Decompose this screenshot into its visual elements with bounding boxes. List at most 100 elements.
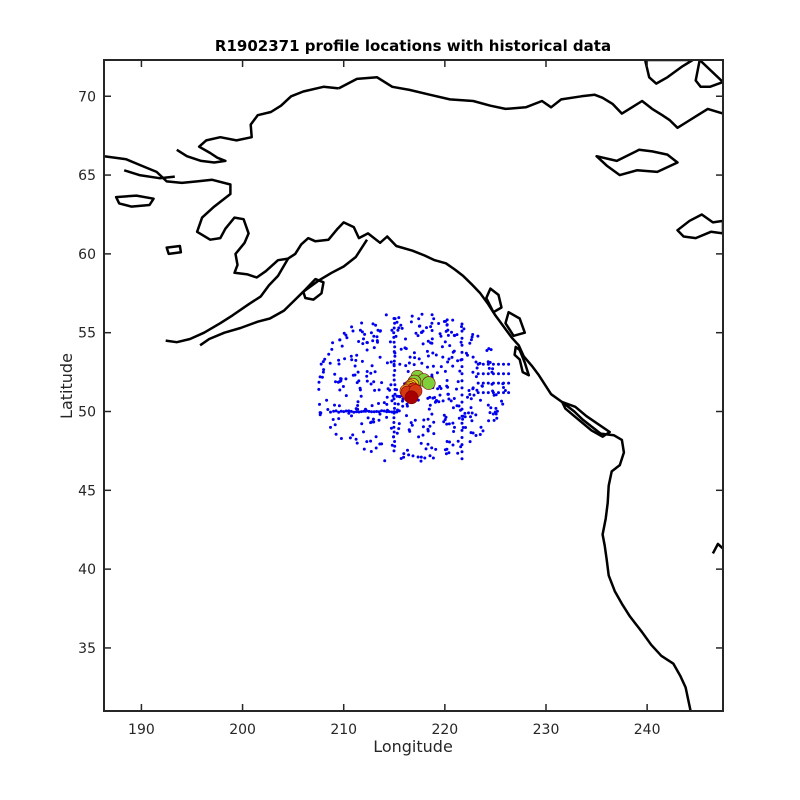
historical-point (353, 364, 357, 368)
historical-point (430, 373, 434, 377)
historical-point (399, 457, 403, 460)
historical-point (393, 387, 397, 391)
historical-point (402, 452, 406, 456)
historical-point (355, 441, 359, 445)
historical-point (326, 408, 330, 411)
historical-point (365, 341, 369, 345)
historical-point (385, 410, 389, 414)
historical-point (373, 370, 377, 374)
historical-point (502, 372, 505, 376)
historical-point (393, 440, 397, 443)
historical-point (397, 422, 401, 426)
historical-point (434, 399, 438, 403)
historical-point (392, 416, 396, 420)
x-tick-label: 190 (128, 722, 155, 738)
historical-point (407, 361, 411, 365)
historical-point (392, 326, 396, 330)
historical-point (486, 372, 490, 376)
historical-point (470, 335, 474, 339)
historical-point (371, 417, 375, 421)
historical-point (432, 420, 436, 424)
historical-point (338, 338, 342, 342)
historical-point (358, 328, 362, 332)
historical-point (360, 321, 364, 325)
historical-point (489, 348, 493, 352)
x-tick-label: 220 (431, 722, 458, 738)
historical-point (431, 351, 435, 355)
historical-point (451, 364, 455, 368)
historical-point (339, 379, 343, 383)
historical-point (385, 402, 389, 406)
historical-point (380, 409, 384, 413)
historical-point (418, 324, 422, 328)
historical-point (369, 421, 373, 425)
historical-point (491, 372, 495, 376)
historical-point (331, 418, 335, 421)
historical-point (361, 342, 365, 346)
coastline-alaska-peninsula (165, 257, 290, 344)
historical-point (403, 346, 407, 350)
historical-point (387, 410, 391, 414)
historical-point (426, 365, 429, 369)
axis-ticks: 190 200 210 220 230 240 35 40 45 50 55 60 65 70 (78, 60, 723, 738)
historical-point (352, 410, 356, 414)
historical-point (344, 377, 348, 381)
historical-point (444, 319, 448, 323)
historical-point (457, 416, 461, 420)
historical-point (460, 329, 464, 333)
historical-point (445, 384, 449, 388)
historical-point (385, 395, 389, 399)
historical-point (475, 366, 479, 370)
historical-point (476, 362, 480, 366)
historical-point (434, 447, 438, 451)
historical-point (428, 454, 432, 458)
historical-point (371, 339, 375, 343)
historical-point (365, 379, 369, 383)
historical-point (448, 440, 451, 444)
historical-point (476, 372, 480, 376)
y-tick-label: 40 (78, 562, 96, 578)
historical-point (456, 359, 460, 363)
historical-point (437, 400, 441, 404)
historical-point (460, 400, 464, 404)
historical-point (408, 429, 412, 433)
historical-point (397, 326, 401, 330)
historical-point (448, 344, 452, 348)
profile-locations-layer (399, 369, 436, 405)
historical-point (466, 353, 469, 357)
historical-point (390, 328, 394, 332)
historical-point (476, 391, 480, 395)
historical-point (359, 394, 363, 398)
coastline-alaska-yukon-mainland (104, 154, 692, 711)
historical-point (356, 407, 360, 411)
historical-point (318, 402, 321, 406)
historical-point (486, 391, 490, 395)
historical-point (451, 421, 455, 425)
historical-point (460, 393, 464, 397)
historical-point (464, 426, 467, 429)
historical-point (365, 374, 369, 378)
historical-point (443, 418, 447, 422)
historical-point (460, 386, 464, 390)
historical-point (443, 340, 447, 344)
historical-point (420, 312, 424, 316)
historical-point (444, 452, 448, 456)
historical-point (366, 416, 370, 420)
x-tick-label: 200 (229, 722, 256, 738)
historical-point (392, 350, 396, 354)
historical-point (430, 337, 434, 341)
historical-point (461, 426, 465, 429)
historical-point (447, 422, 451, 426)
historical-point (382, 401, 386, 405)
y-tick-label: 65 (78, 168, 96, 184)
historical-point (425, 326, 428, 330)
historical-point (339, 409, 343, 413)
x-tick-label: 230 (533, 722, 560, 738)
historical-point (445, 447, 449, 451)
historical-point (455, 333, 459, 337)
historical-point (474, 413, 478, 417)
y-tick-label: 60 (78, 247, 96, 263)
historical-point (502, 362, 505, 366)
historical-point (444, 415, 448, 419)
historical-point (468, 341, 472, 345)
